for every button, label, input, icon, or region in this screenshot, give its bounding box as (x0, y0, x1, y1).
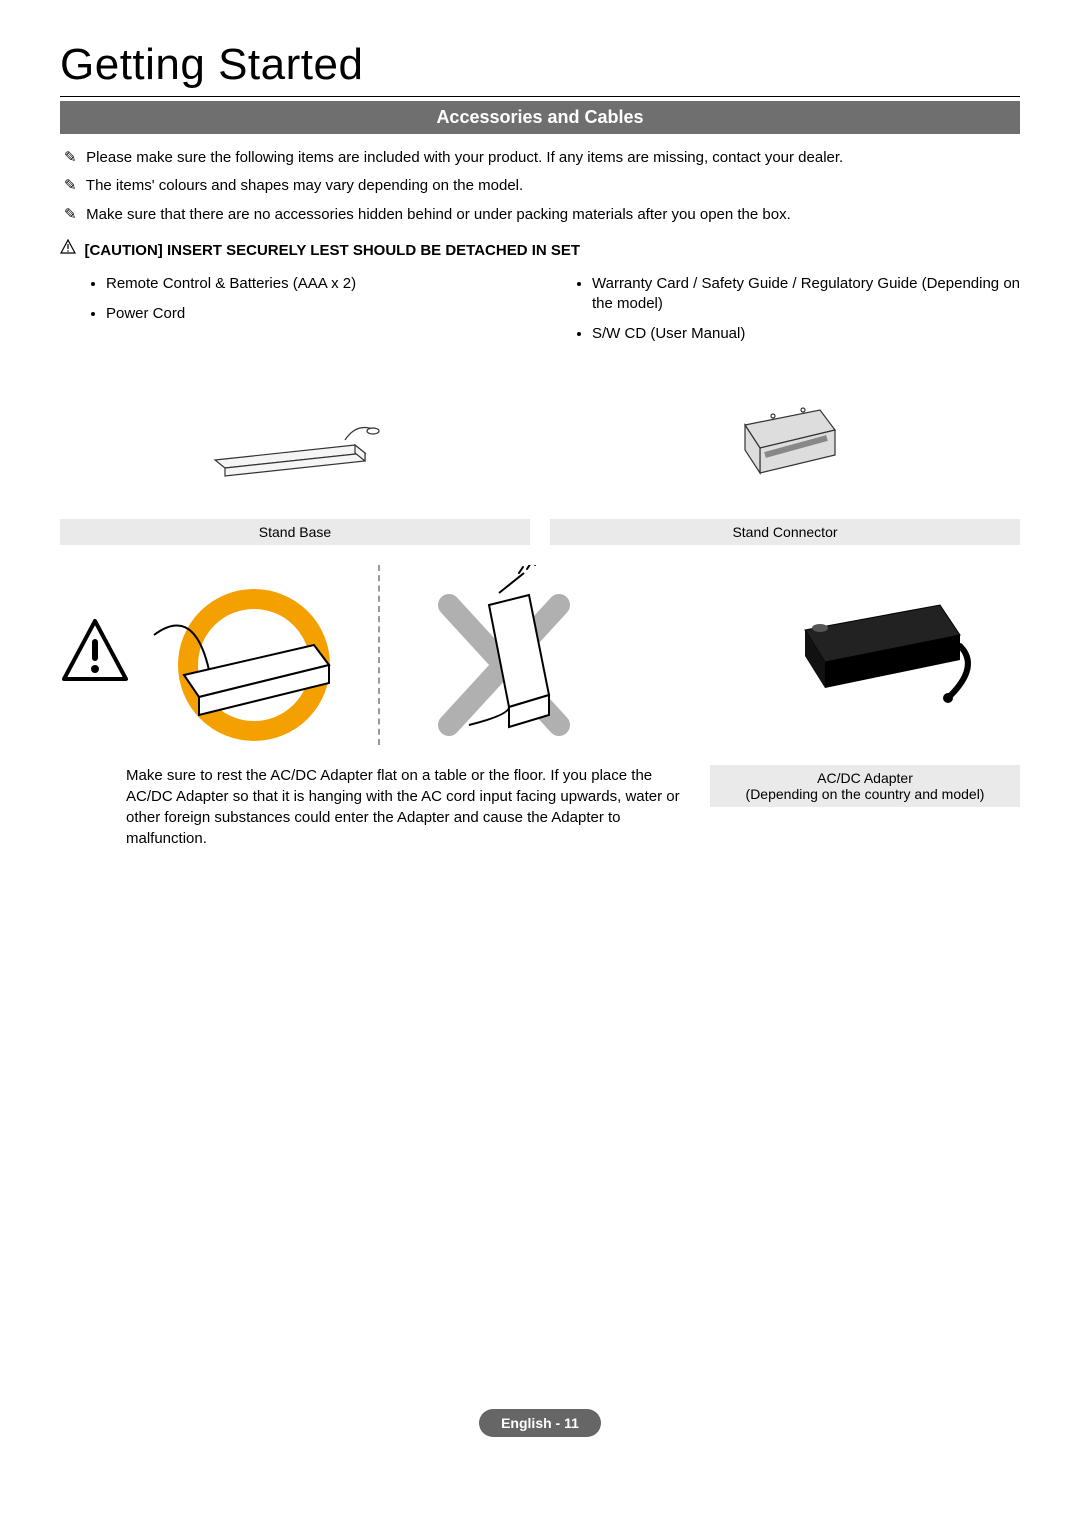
note-text: Please make sure the following items are… (86, 149, 843, 166)
warning-triangle-large-icon (60, 617, 130, 692)
adapter-warning-illustrations (60, 555, 690, 755)
adapter-row: Make sure to rest the AC/DC Adapter flat… (60, 555, 1020, 849)
page-footer: English - 11 (60, 1409, 1020, 1467)
adapter-product-illustration (710, 555, 1020, 755)
section-header-bar: Accessories and Cables (60, 101, 1020, 134)
notes-list: ✎ Please make sure the following items a… (64, 148, 1020, 225)
horizontal-rule (60, 96, 1020, 97)
list-item: S/W CD (User Manual) (592, 324, 1020, 344)
items-column-right: Warranty Card / Safety Guide / Regulator… (574, 274, 1020, 355)
footer-page-number: English - 11 (479, 1409, 601, 1437)
stand-connector-label: Stand Connector (550, 519, 1020, 545)
note-text: The items' colours and shapes may vary d… (86, 177, 523, 194)
caution-line: [CAUTION] INSERT SECURELY LEST SHOULD BE… (60, 239, 1020, 260)
list-item: Power Cord (106, 304, 534, 324)
stand-base-cell: Stand Base (60, 385, 530, 545)
list-item: Remote Control & Batteries (AAA x 2) (106, 274, 534, 294)
items-columns: Remote Control & Batteries (AAA x 2) Pow… (88, 274, 1020, 355)
warning-triangle-icon (60, 242, 80, 259)
pencil-icon: ✎ (64, 148, 82, 168)
note-item: ✎ The items' colours and shapes may vary… (64, 176, 1020, 196)
adapter-right-block: AC/DC Adapter (Depending on the country … (710, 555, 1020, 807)
adapter-left-block: Make sure to rest the AC/DC Adapter flat… (60, 555, 690, 849)
note-item: ✎ Make sure that there are no accessorie… (64, 205, 1020, 225)
note-item: ✎ Please make sure the following items a… (64, 148, 1020, 168)
page-title: Getting Started (60, 40, 1020, 90)
caution-text: [CAUTION] INSERT SECURELY LEST SHOULD BE… (84, 242, 580, 259)
stand-base-illustration (60, 385, 530, 505)
stand-connector-cell: Stand Connector (550, 385, 1020, 545)
note-text: Make sure that there are no accessories … (86, 206, 791, 223)
stand-grid: Stand Base Stand Connector (60, 385, 1020, 545)
pencil-icon: ✎ (64, 176, 82, 196)
dashed-separator (378, 565, 380, 745)
stand-base-label: Stand Base (60, 519, 530, 545)
pencil-icon: ✎ (64, 205, 82, 225)
adapter-label: AC/DC Adapter (Depending on the country … (710, 765, 1020, 807)
adapter-label-line1: AC/DC Adapter (716, 770, 1014, 786)
items-column-left: Remote Control & Batteries (AAA x 2) Pow… (88, 274, 534, 355)
adapter-correct-illustration (144, 565, 364, 745)
adapter-label-line2: (Depending on the country and model) (716, 786, 1014, 802)
list-item: Warranty Card / Safety Guide / Regulator… (592, 274, 1020, 315)
adapter-wrong-illustration (394, 565, 614, 745)
adapter-caution-text: Make sure to rest the AC/DC Adapter flat… (126, 765, 690, 849)
stand-connector-illustration (550, 385, 1020, 505)
